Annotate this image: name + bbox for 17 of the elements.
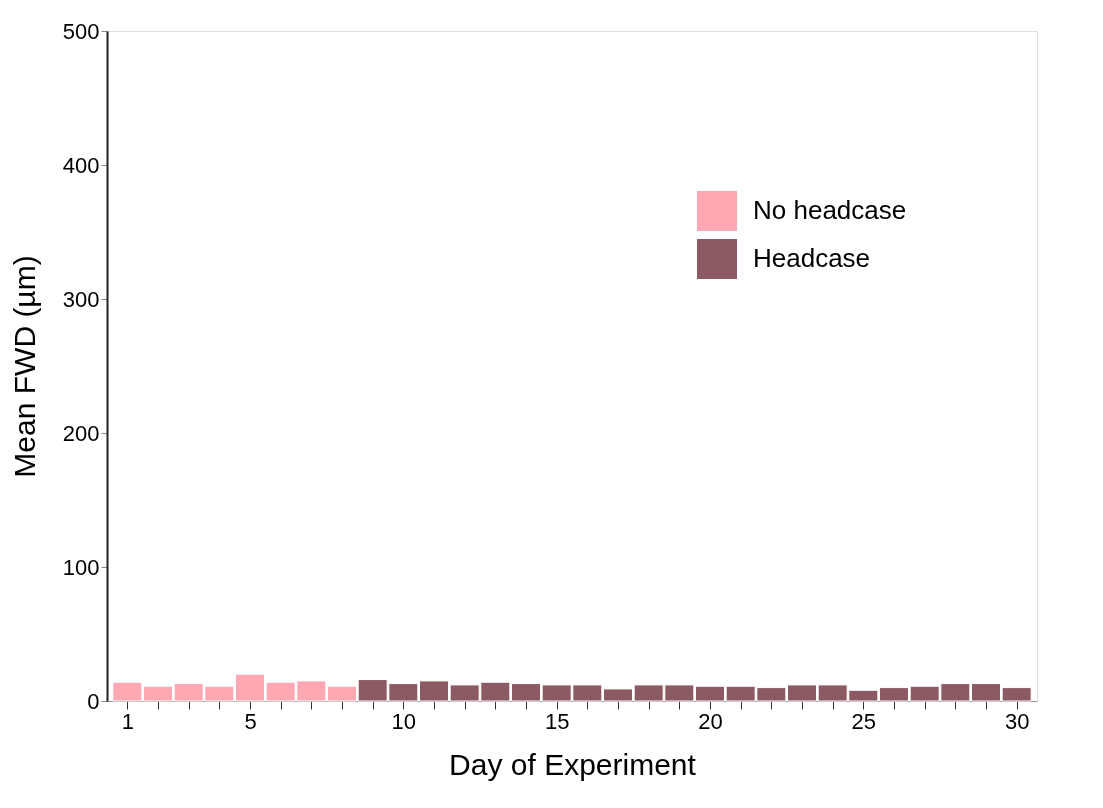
y-tick-label: 400 [62,152,100,178]
x-axis-title: Day of Experiment [449,747,697,781]
y-tick-label: 200 [62,420,100,446]
x-tick-label: 20 [698,708,723,734]
legend-label: Headcase [753,243,871,273]
x-tick-label: 25 [851,708,877,734]
x-tick-label: 1 [121,708,134,734]
y-tick-label: 500 [62,18,100,44]
y-tick-label: 0 [87,688,100,714]
y-tick-label: 100 [62,554,100,580]
y-tick-label: 300 [62,286,100,312]
x-tick-label: 5 [244,708,257,734]
x-tick-label: 30 [1004,708,1030,734]
x-tick-label: 10 [391,708,417,734]
legend-label: No headcase [753,195,907,225]
x-tick-label: 15 [544,708,570,734]
y-axis-title: Mean FWD (µm) [7,255,41,478]
